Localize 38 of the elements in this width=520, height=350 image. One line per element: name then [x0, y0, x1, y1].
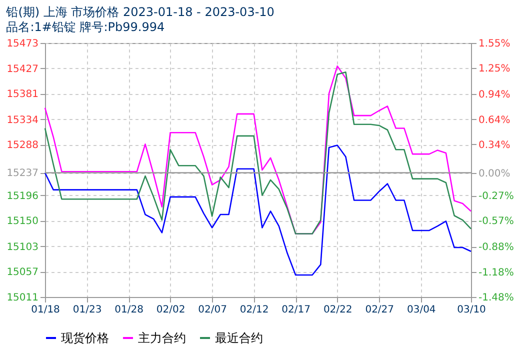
- x-tick-label: 01/18: [31, 304, 60, 316]
- y2-tick-label: 1.25%: [478, 64, 510, 75]
- legend-label: 现货价格: [61, 331, 109, 345]
- y2-tick-label: 1.55%: [478, 38, 510, 50]
- y-tick-label: 15288: [6, 140, 38, 152]
- x-tick-label: 03/10: [457, 304, 486, 316]
- y-tick-label: 15427: [6, 64, 38, 75]
- x-tick-label: 01/28: [114, 304, 144, 316]
- y-tick-label: 15381: [6, 89, 38, 100]
- y2-tick-label: 0.94%: [478, 90, 510, 101]
- y2-tick-label: -0.27%: [478, 191, 514, 202]
- y2-tick-label: 0.64%: [478, 114, 510, 126]
- y2-tick-label: -0.57%: [478, 216, 514, 228]
- y2-tick-label: -1.18%: [478, 267, 514, 278]
- y-tick-label: 15057: [6, 267, 38, 278]
- y-tick-label: 15103: [6, 242, 38, 253]
- y-tick-label: 15011: [6, 292, 38, 304]
- y2-tick-label: 0.34%: [478, 140, 510, 151]
- y-tick-label: 15150: [6, 216, 38, 228]
- x-tick-label: 02/02: [156, 304, 186, 316]
- y-tick-label: 15473: [6, 38, 38, 50]
- y2-tick-label: -1.48%: [478, 292, 514, 304]
- y2-tick-label: -0.88%: [478, 242, 514, 254]
- y-tick-label: 15237: [6, 168, 38, 180]
- y-tick-label: 15196: [6, 190, 38, 202]
- chart-title: 铅(期) 上海 市场价格 2023-01-18 - 2023-03-10: [5, 5, 274, 19]
- x-tick-label: 02/12: [240, 304, 269, 316]
- x-tick-label: 02/22: [323, 304, 352, 316]
- x-tick-label: 02/17: [282, 304, 310, 316]
- chart-subtitle: 品名:1#铅锭 牌号:Pb99.994: [6, 20, 165, 34]
- x-tick-label: 01/23: [72, 304, 102, 316]
- legend-label: 主力合约: [138, 331, 186, 345]
- y-tick-label: 15334: [6, 114, 38, 126]
- x-tick-label: 02/07: [198, 304, 227, 316]
- legend-label: 最近合约: [215, 331, 263, 345]
- y2-tick-label: 0.00%: [478, 168, 510, 180]
- x-tick-label: 03/04: [406, 304, 436, 316]
- x-tick-label: 02/27: [365, 304, 394, 316]
